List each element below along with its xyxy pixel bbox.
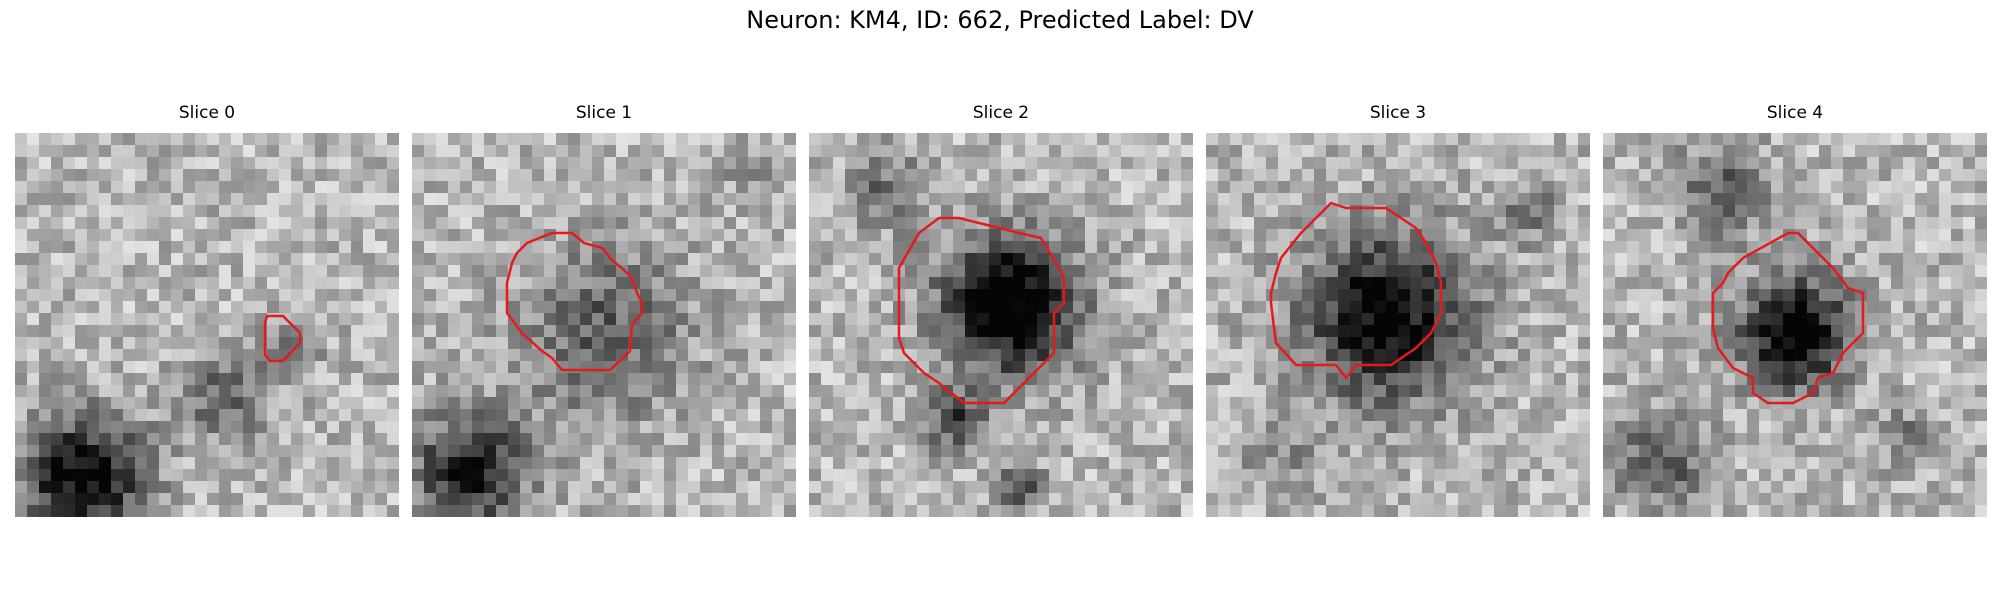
slice-image bbox=[809, 133, 1193, 517]
grayscale-pixels bbox=[1206, 133, 1590, 517]
panel-title: Slice 3 bbox=[1369, 103, 1427, 123]
panel-slice-1: Slice 1 bbox=[412, 103, 796, 517]
slice-image bbox=[15, 133, 399, 517]
grayscale-pixels bbox=[412, 133, 796, 517]
roi-outline bbox=[1711, 231, 1865, 405]
roi-outline bbox=[1269, 201, 1443, 381]
slice-image bbox=[1206, 133, 1590, 517]
panel-slice-3: Slice 3 bbox=[1206, 103, 1590, 517]
panel-title: Slice 1 bbox=[575, 103, 633, 123]
panel-title: Slice 4 bbox=[1766, 103, 1824, 123]
roi-outline bbox=[505, 231, 644, 372]
panel-title: Slice 0 bbox=[178, 103, 236, 123]
roi-outline bbox=[897, 216, 1066, 405]
figure-title: Neuron: KM4, ID: 662, Predicted Label: D… bbox=[746, 6, 1254, 34]
panel-slice-4: Slice 4 bbox=[1603, 103, 1987, 517]
panel-title: Slice 2 bbox=[972, 103, 1030, 123]
grayscale-pixels bbox=[15, 133, 399, 517]
grayscale-pixels bbox=[809, 133, 1193, 517]
panel-slice-0: Slice 0 bbox=[15, 103, 399, 517]
panel-slice-2: Slice 2 bbox=[809, 103, 1193, 517]
grayscale-pixels bbox=[1603, 133, 1987, 517]
slice-image bbox=[1603, 133, 1987, 517]
slice-image bbox=[412, 133, 796, 517]
roi-outline bbox=[263, 314, 302, 363]
